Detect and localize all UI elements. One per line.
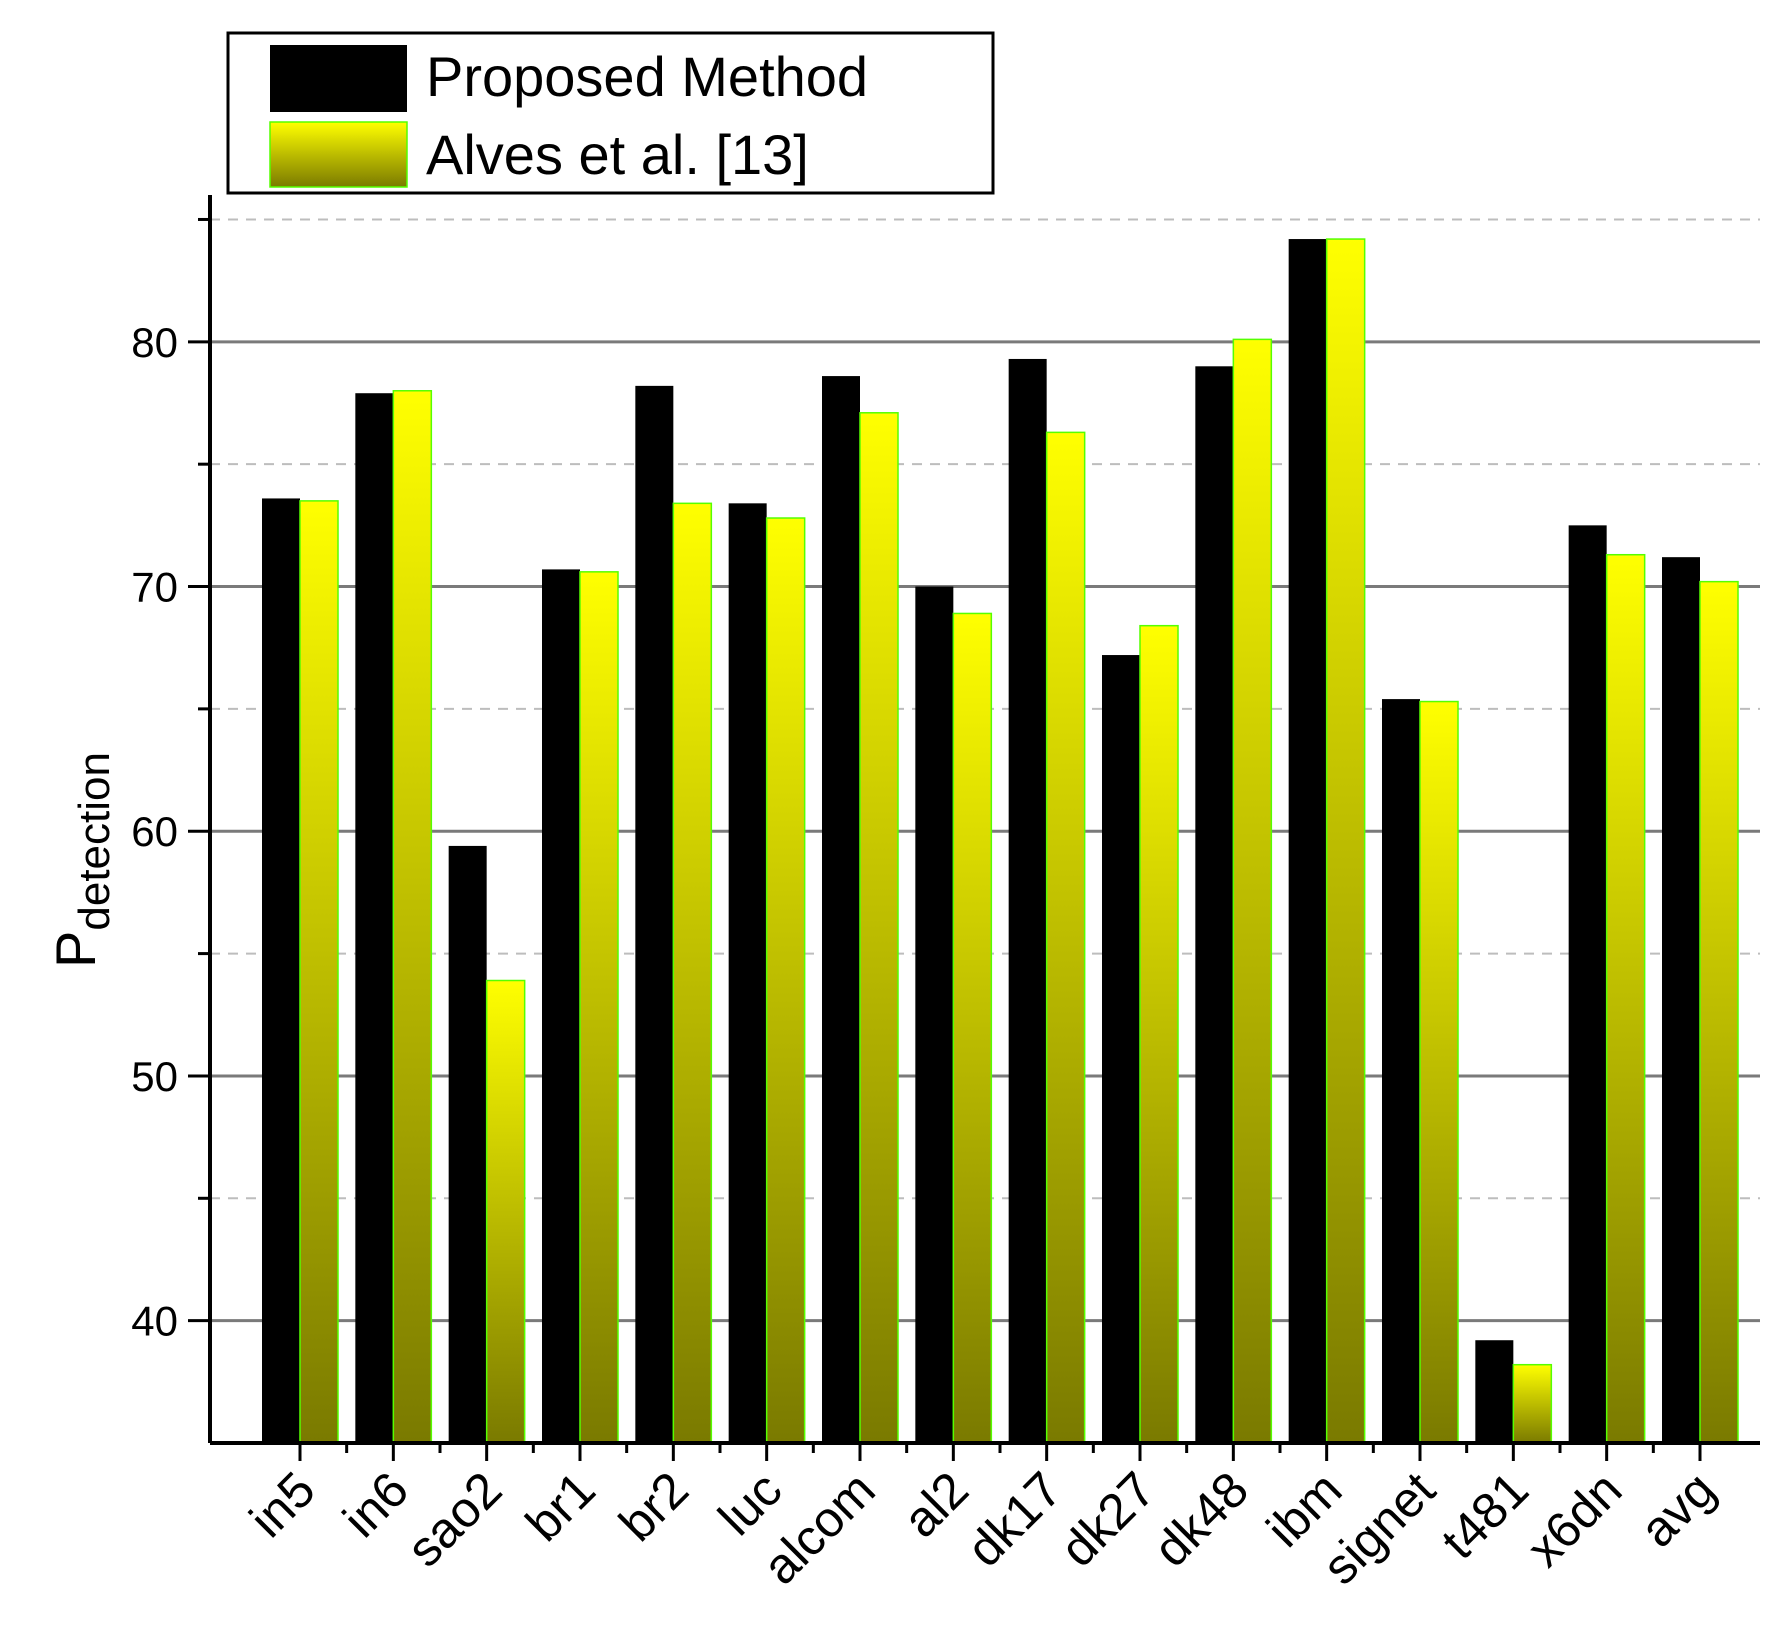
bar-alves-br2 (672, 502, 713, 1444)
bar-proposed-t481 (1475, 1340, 1514, 1443)
bar-proposed-x6dn (1568, 525, 1607, 1443)
x-category-label: dk48 (1143, 1461, 1259, 1577)
bar-proposed-alcom (822, 376, 860, 1443)
y-tick-label: 60 (131, 808, 178, 855)
axis-titles: Pdetection (44, 752, 119, 968)
legend-swatch-alves (269, 121, 408, 188)
bar-alves-in6 (392, 390, 433, 1444)
bar-alves-br1 (579, 571, 619, 1444)
bar-proposed-dk48 (1195, 366, 1234, 1443)
legend: Proposed Method Alves et al. [13] (226, 31, 995, 195)
bar-alves-dk48 (1232, 338, 1273, 1444)
bar-proposed-avg (1662, 557, 1700, 1443)
bar-alves-alcom (859, 412, 899, 1444)
bar-proposed-br2 (635, 385, 674, 1443)
bar-proposed-signet (1382, 699, 1420, 1443)
legend-label-alves: Alves et al. [13] (426, 123, 809, 186)
x-category-label: dk27 (1050, 1461, 1166, 1577)
bar-alves-ibm (1325, 238, 1366, 1444)
bar-proposed-br1 (542, 569, 580, 1443)
y-tick-label: 70 (131, 564, 178, 611)
bars (262, 238, 1739, 1444)
bar-alves-t481 (1512, 1363, 1553, 1444)
y-tick-label: 40 (131, 1298, 178, 1345)
bar-proposed-dk17 (1008, 358, 1047, 1444)
x-category-label: dk17 (956, 1461, 1072, 1577)
bar-alves-dk17 (1045, 431, 1086, 1444)
bar-proposed-luc (728, 503, 767, 1443)
x-category-label: t481 (1431, 1461, 1539, 1569)
y-axis-title-main: P (44, 931, 107, 968)
bar-alves-al2 (952, 612, 993, 1444)
bar-alves-in5 (299, 500, 339, 1444)
y-axis-title-subscript: detection (70, 752, 119, 931)
bar-alves-dk27 (1139, 624, 1179, 1444)
legend-label-proposed: Proposed Method (426, 45, 868, 108)
bar-proposed-sao2 (448, 845, 487, 1443)
y-tick-label: 50 (131, 1053, 178, 1100)
x-category-label: br2 (608, 1461, 699, 1552)
y-tick-label: 80 (131, 319, 178, 366)
y-axis-title: Pdetection (44, 752, 119, 968)
x-category-label: in5 (239, 1461, 326, 1548)
bar-alves-luc (765, 517, 806, 1444)
x-category-label: avg (1629, 1461, 1726, 1558)
x-category-label: br1 (515, 1461, 606, 1552)
bar-alves-sao2 (485, 979, 526, 1444)
bar-alves-avg (1699, 580, 1739, 1444)
x-category-label: sao2 (396, 1461, 512, 1577)
bar-proposed-al2 (915, 586, 954, 1443)
bar-alves-x6dn (1605, 553, 1646, 1444)
bar-proposed-dk27 (1102, 655, 1140, 1443)
x-category-label: x6dn (1516, 1461, 1632, 1577)
bar-proposed-in5 (262, 498, 300, 1443)
bar-proposed-in6 (355, 393, 394, 1443)
legend-swatch-proposed (270, 45, 407, 112)
bar-proposed-ibm (1288, 239, 1327, 1443)
bar-alves-signet (1419, 700, 1459, 1444)
